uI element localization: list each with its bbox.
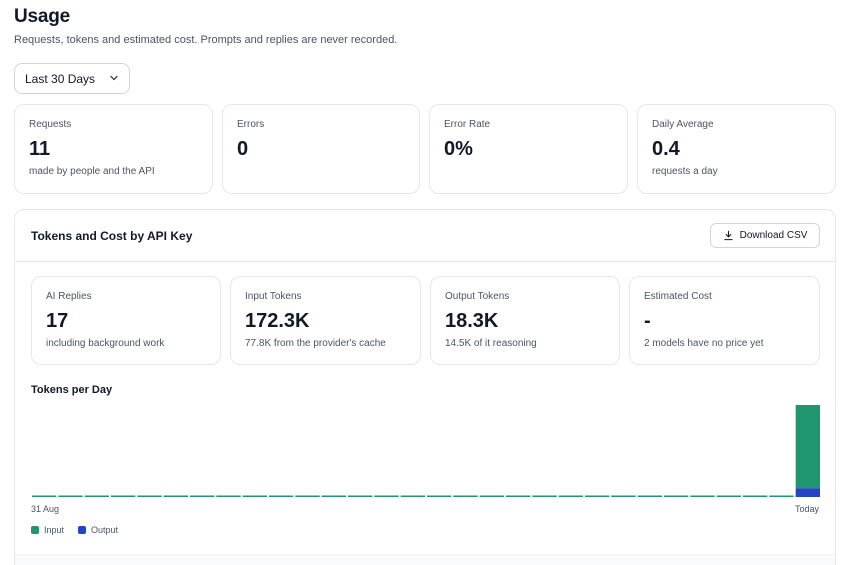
bar-input-day-6 (163, 495, 188, 497)
bar-output-day-30 (795, 488, 820, 497)
legend-swatch (31, 526, 39, 534)
stat-note: 77.8K from the provider's cache (245, 338, 386, 349)
stat-label: Estimated Cost (644, 291, 712, 302)
bar-input-day-16 (427, 495, 452, 497)
bar-input-day-13 (348, 495, 373, 497)
stat-card-errors: Errors 0 (222, 104, 420, 194)
chevron-down-icon (110, 75, 118, 81)
tokens-per-day-chart (32, 405, 820, 497)
stat-card-estimated-cost: Estimated Cost - 2 models have no price … (629, 276, 820, 365)
stat-note: 2 models have no price yet (644, 338, 764, 349)
stat-note: including background work (46, 338, 165, 349)
stat-label: Daily Average (652, 119, 714, 130)
x-axis-end-label: Today (794, 504, 819, 514)
legend-item-output: Output (78, 525, 118, 535)
stat-value: 0% (444, 138, 473, 160)
stat-card-error-rate: Error Rate 0% (429, 104, 628, 194)
bar-input-day-23 (611, 495, 636, 497)
stat-card-requests: Requests 11 made by people and the API (14, 104, 213, 194)
bar-input-day-7 (190, 495, 215, 497)
stat-value: 18.3K (445, 310, 499, 332)
bar-input-day-19 (506, 495, 531, 497)
stat-value: 11 (29, 138, 51, 160)
chart-title: Tokens per Day (31, 384, 113, 396)
stat-value: 0.4 (652, 138, 680, 160)
panel-header: Tokens and Cost by API Key Download CSV (15, 210, 835, 262)
stat-value: 0 (237, 138, 249, 160)
stat-note: 14.5K of it reasoning (445, 338, 537, 349)
x-axis-start-label: 31 Aug (31, 504, 60, 514)
stat-card-ai-replies: AI Replies 17 including background work (31, 276, 221, 365)
date-range-select[interactable]: Last 30 Days (14, 63, 130, 94)
legend-label: Output (91, 525, 119, 535)
legend-item-input: Input (31, 525, 64, 535)
stat-label: AI Replies (46, 291, 92, 302)
bar-input-day-18 (479, 495, 504, 497)
bar-input-day-8 (216, 495, 241, 497)
bar-input-day-12 (321, 495, 346, 497)
chart-legend: Input Output (31, 525, 118, 535)
bar-input-day-30 (795, 405, 820, 489)
stat-label: Errors (237, 119, 265, 130)
bar-input-day-15 (400, 495, 425, 497)
bar-input-day-5 (137, 495, 162, 497)
stat-note: requests a day (652, 166, 718, 177)
tokens-cost-panel: Tokens and Cost by API Key Download CSV … (14, 209, 836, 565)
stat-label: Input Tokens (245, 291, 302, 302)
bar-input-day-25 (664, 495, 689, 497)
bar-input-day-27 (716, 495, 741, 497)
stat-label: Output Tokens (445, 291, 510, 302)
stat-value: 17 (46, 310, 69, 332)
stat-value: - (644, 310, 651, 332)
bar-input-day-9 (242, 495, 267, 497)
page-subtitle: Requests, tokens and estimated cost. Pro… (14, 34, 398, 46)
bar-input-day-11 (295, 495, 320, 497)
date-range-value: Last 30 Days (25, 71, 96, 86)
bar-input-day-20 (532, 495, 557, 497)
bar-input-day-10 (269, 495, 294, 497)
stat-card-output-tokens: Output Tokens 18.3K 14.5K of it reasonin… (430, 276, 620, 365)
download-csv-button[interactable]: Download CSV (710, 223, 820, 248)
stat-card-input-tokens: Input Tokens 172.3K 77.8K from the provi… (230, 276, 421, 365)
bar-input-day-21 (558, 495, 583, 497)
bar-input-day-3 (84, 495, 109, 497)
stat-card-daily-average: Daily Average 0.4 requests a day (637, 104, 836, 194)
panel-title: Tokens and Cost by API Key (31, 229, 193, 243)
bar-input-day-26 (690, 495, 715, 497)
stat-note: made by people and the API (29, 166, 155, 177)
table-header-row (15, 554, 835, 565)
bar-input-day-17 (453, 495, 478, 497)
download-icon (723, 230, 733, 241)
bar-input-day-2 (58, 495, 83, 497)
bar-input-day-28 (743, 495, 768, 497)
bar-input-day-24 (637, 495, 662, 497)
stat-value: 172.3K (245, 310, 310, 332)
legend-label: Input (44, 525, 65, 535)
download-csv-label: Download CSV (739, 230, 808, 241)
legend-swatch (78, 526, 87, 534)
bar-input-day-22 (585, 495, 610, 497)
page-title: Usage (14, 6, 71, 27)
bar-input-day-14 (374, 495, 399, 497)
bar-input-day-1 (32, 495, 57, 497)
bar-input-day-4 (111, 495, 136, 497)
stat-label: Error Rate (444, 119, 491, 130)
stat-label: Requests (29, 119, 72, 130)
bar-input-day-29 (769, 495, 794, 497)
